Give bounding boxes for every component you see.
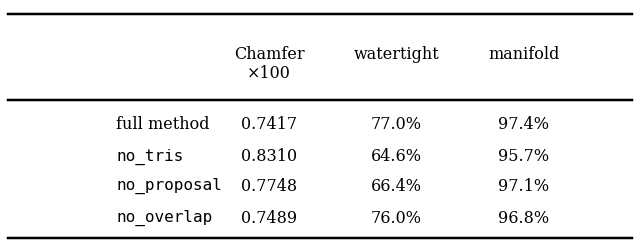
Text: watertight: watertight xyxy=(353,46,439,63)
Text: 0.7748: 0.7748 xyxy=(241,178,297,194)
Text: manifold: manifold xyxy=(488,46,559,63)
Text: Chamfer
×100: Chamfer ×100 xyxy=(234,46,305,82)
Text: 0.8310: 0.8310 xyxy=(241,148,297,165)
Text: 95.7%: 95.7% xyxy=(499,148,550,165)
Text: no_tris: no_tris xyxy=(116,148,184,165)
Text: 96.8%: 96.8% xyxy=(499,210,550,227)
Text: 97.4%: 97.4% xyxy=(499,116,549,133)
Text: 77.0%: 77.0% xyxy=(371,116,422,133)
Text: full method: full method xyxy=(116,116,209,133)
Text: 0.7417: 0.7417 xyxy=(241,116,297,133)
Text: 66.4%: 66.4% xyxy=(371,178,422,194)
Text: 0.7489: 0.7489 xyxy=(241,210,297,227)
Text: 76.0%: 76.0% xyxy=(371,210,422,227)
Text: 97.1%: 97.1% xyxy=(499,178,550,194)
Text: 64.6%: 64.6% xyxy=(371,148,422,165)
Text: no_overlap: no_overlap xyxy=(116,210,212,226)
Text: no_proposal: no_proposal xyxy=(116,178,222,194)
